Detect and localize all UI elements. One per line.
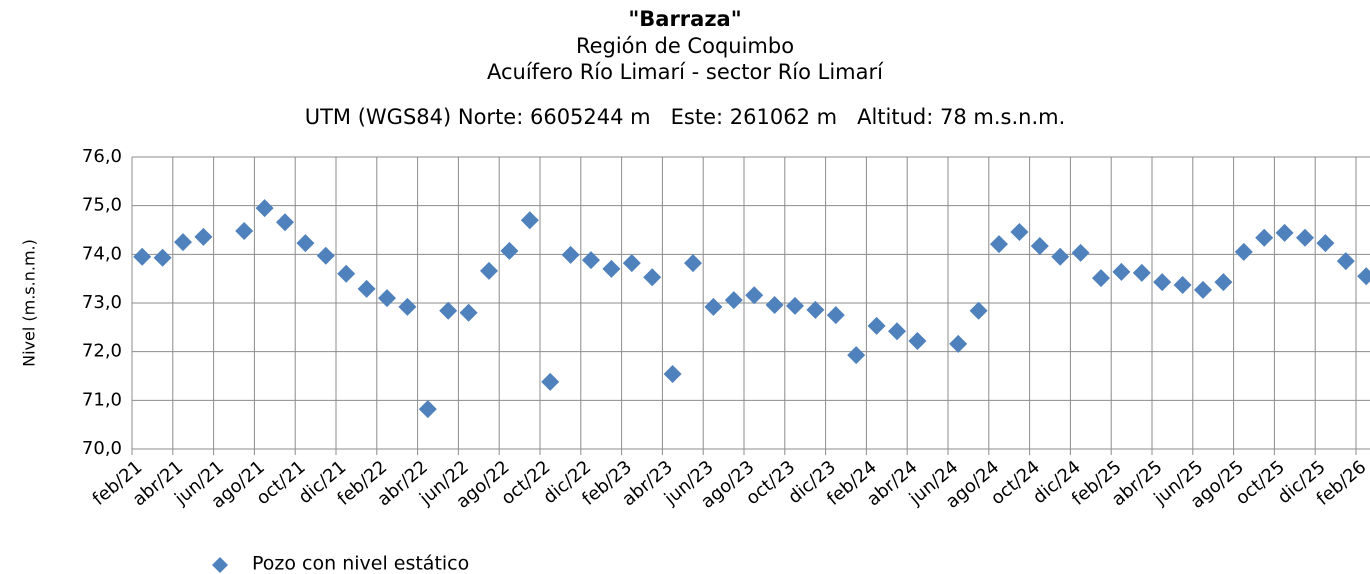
y-tick-label: 76,0 (82, 146, 122, 167)
data-point (255, 199, 274, 218)
data-point (561, 245, 580, 264)
data-point (888, 322, 906, 341)
data-point (765, 295, 784, 314)
data-point (1030, 237, 1049, 256)
data-point (1051, 247, 1070, 266)
data-point (520, 211, 539, 230)
data-point (1010, 222, 1029, 241)
data-point (174, 233, 192, 252)
data-point (418, 400, 437, 419)
data-point (1275, 223, 1294, 242)
data-point (949, 334, 968, 353)
data-point (1092, 269, 1110, 288)
data-point (316, 246, 335, 265)
data-point (541, 372, 560, 391)
data-point (1255, 228, 1274, 247)
data-point (194, 227, 213, 246)
data-point (1296, 228, 1314, 247)
data-point (745, 286, 764, 305)
data-point (990, 235, 1008, 254)
data-point (724, 291, 743, 310)
data-point (1112, 262, 1131, 281)
y-tick-label: 75,0 (82, 195, 122, 216)
chart-title: "Barraza" (628, 7, 741, 31)
data-point (1132, 263, 1151, 282)
data-point (1214, 273, 1233, 292)
chart-subtitle: Región de Coquimbo (576, 34, 794, 58)
data-point (806, 300, 825, 319)
data-point (1153, 273, 1172, 292)
data-point (439, 301, 458, 320)
data-point (1173, 275, 1192, 294)
data-point (704, 297, 723, 316)
data-point (663, 365, 682, 384)
y-tick-label: 72,0 (82, 341, 122, 362)
y-tick-label: 70,0 (82, 438, 122, 459)
data-point (1234, 242, 1253, 261)
chart-subtitle: Acuífero Río Limarí - sector Río Limarí (487, 60, 884, 84)
data-point (459, 303, 478, 322)
data-point (276, 213, 294, 232)
data-point (826, 306, 845, 325)
data-point (847, 346, 866, 365)
data-point (1357, 267, 1370, 286)
data-point (1316, 234, 1335, 253)
data-point (622, 254, 641, 273)
data-point (1336, 252, 1355, 271)
data-point (1194, 280, 1212, 299)
y-tick-label: 73,0 (82, 292, 122, 313)
data-point (378, 289, 396, 308)
data-point (153, 248, 172, 267)
data-point (684, 254, 702, 273)
data-point (133, 247, 152, 266)
data-point (643, 268, 662, 287)
y-tick-label: 74,0 (82, 243, 122, 264)
data-point (582, 251, 600, 270)
data-point (786, 296, 804, 315)
y-axis-label: Nivel (m.s.n.m.) (20, 239, 39, 367)
data-point (969, 301, 988, 320)
chart-subtitle: UTM (WGS84) Norte: 6605244 m Este: 26106… (305, 105, 1066, 129)
data-point (235, 221, 254, 240)
data-point (908, 331, 927, 350)
data-point (398, 297, 417, 316)
data-point (1071, 243, 1090, 262)
data-point (357, 279, 376, 298)
data-point (602, 259, 621, 278)
data-point (867, 316, 886, 335)
data-point (337, 264, 356, 283)
data-point (480, 261, 498, 280)
legend-marker (212, 557, 228, 573)
data-point (296, 234, 315, 253)
y-tick-label: 71,0 (82, 389, 122, 410)
data-point (500, 241, 519, 260)
legend-label: Pozo con nivel estático (252, 553, 469, 574)
